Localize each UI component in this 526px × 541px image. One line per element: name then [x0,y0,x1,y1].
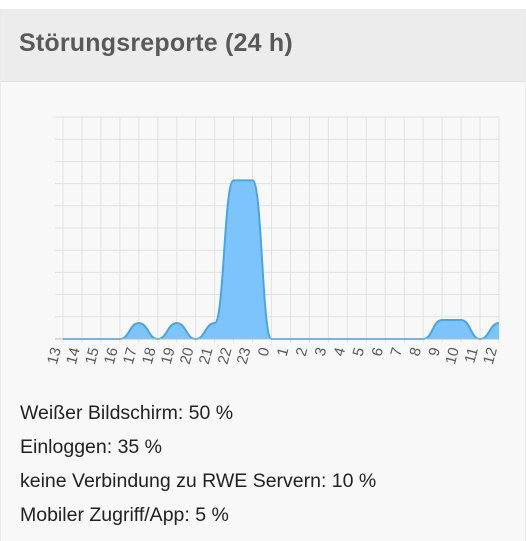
stat-item-no-connection: keine Verbindung zu RWE Servern: 10 % [20,470,377,492]
x-axis-tick-label: 23 [234,346,255,367]
x-axis-tick-label: 18 [139,346,160,367]
widget-header: Störungsreporte (24 h) [1,9,525,82]
outage-report-widget: Störungsreporte (24 h) [0,9,526,541]
x-axis-tick-label: 4 [331,346,350,358]
x-axis-tick-label: 10 [442,346,463,367]
x-axis-tick-label: 13 [44,346,65,367]
x-axis-tick-label: 8 [406,346,425,358]
stat-item-mobile-app: Mobiler Zugriff/App: 5 % [20,504,229,526]
x-axis-tick-label: 3 [312,346,331,358]
x-axis-tick-label: 16 [101,346,122,367]
x-axis-tick-label: 17 [120,346,141,367]
series-area [63,180,499,339]
stat-item-white-screen: Weißer Bildschirm: 50 % [20,402,234,424]
stat-item-login: Einloggen: 35 % [20,436,163,458]
x-axis-tick-label: 22 [215,346,236,367]
x-axis-tick-label: 1 [274,346,293,358]
x-axis-tick-label: 0 [255,346,274,358]
x-axis-tick-label: 9 [425,346,444,358]
widget-title: Störungsreporte (24 h) [19,29,293,57]
x-axis-tick-label: 12 [480,346,501,367]
x-axis-tick-label: 7 [388,346,407,358]
x-axis-tick-label: 15 [82,346,103,367]
x-axis-tick-label: 2 [293,346,312,358]
x-axis-tick-label: 11 [461,346,481,365]
x-axis-tick-label: 20 [177,346,198,367]
x-axis-tick-label: 5 [350,346,369,358]
report-breakdown-list: Weißer Bildschirm: 50 % Einloggen: 35 % … [20,396,376,532]
series-line [63,179,500,341]
x-axis-tick-label: 19 [158,346,179,367]
x-axis-tick-label: 14 [63,346,84,367]
x-axis-tick-label: 21 [196,346,217,367]
chart-grid [55,116,500,343]
x-axis-tick-label: 6 [369,346,388,358]
